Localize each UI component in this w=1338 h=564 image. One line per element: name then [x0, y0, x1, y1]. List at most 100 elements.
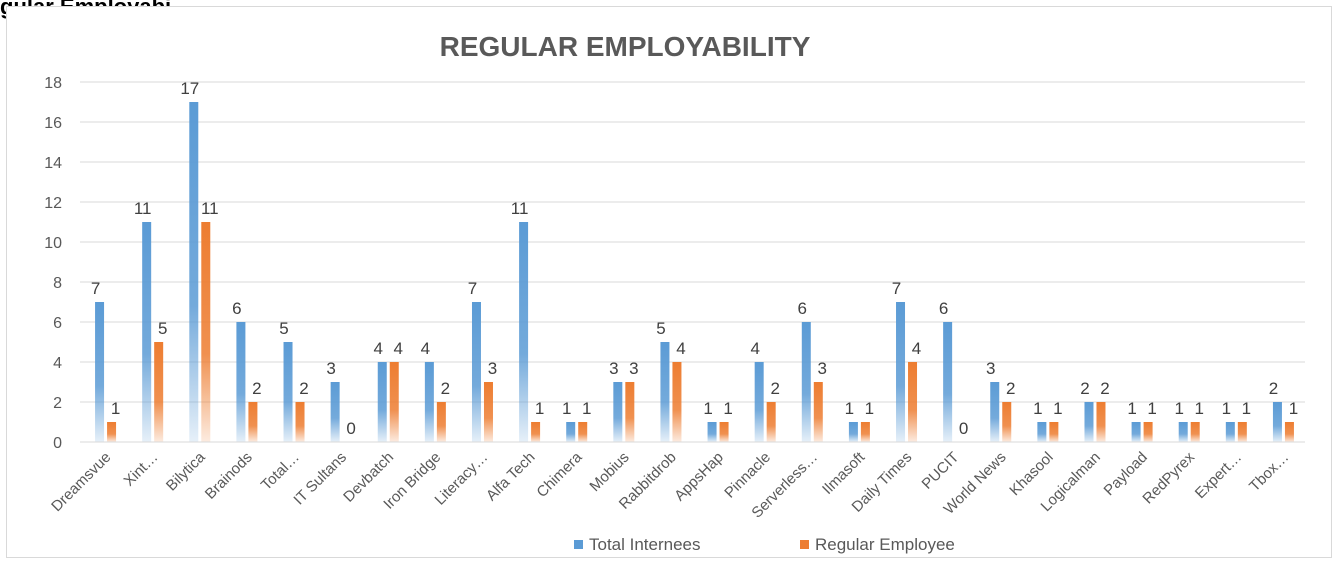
data-label: 1: [562, 399, 571, 418]
bar-regular-employee: [1190, 422, 1200, 442]
bar-regular-employee: [813, 382, 823, 442]
data-label: 1: [1147, 399, 1156, 418]
data-label: 7: [91, 279, 100, 298]
bar-regular-employee: [107, 422, 117, 442]
bar-total-internees: [801, 322, 811, 442]
bar-regular-employee: [766, 402, 776, 442]
data-label: 11: [511, 199, 529, 218]
data-label: 1: [723, 399, 732, 418]
data-label: 4: [421, 339, 430, 358]
bar-total-internees: [707, 422, 717, 442]
data-label: 0: [959, 419, 968, 438]
y-tick-label: 16: [44, 115, 62, 132]
bar-total-internees: [330, 382, 340, 442]
y-tick-label: 14: [44, 155, 62, 172]
data-label: 5: [656, 319, 665, 338]
chart-title: REGULAR EMPLOYABILITY: [440, 31, 811, 62]
bar-total-internees: [1037, 422, 1047, 442]
bar-total-internees: [519, 222, 529, 442]
data-label: 1: [535, 399, 544, 418]
data-label: 3: [986, 359, 995, 378]
data-label: 3: [609, 359, 618, 378]
bar-total-internees: [142, 222, 152, 442]
data-label: 2: [1269, 379, 1278, 398]
bar-total-internees: [613, 382, 623, 442]
legend-label: Total Internees: [589, 535, 701, 554]
bar-total-internees: [377, 362, 387, 442]
data-label: 1: [703, 399, 712, 418]
bar-regular-employee: [1096, 402, 1106, 442]
bar-total-internees: [990, 382, 1000, 442]
y-tick-label: 0: [53, 435, 62, 452]
data-label: 2: [1100, 379, 1109, 398]
bar-regular-employee: [860, 422, 870, 442]
data-label: 2: [770, 379, 779, 398]
data-label: 3: [488, 359, 497, 378]
bar-regular-employee: [201, 222, 211, 442]
data-label: 1: [1127, 399, 1136, 418]
x-tick-label: Tbox…: [1246, 449, 1292, 495]
data-label: 4: [750, 339, 759, 358]
bar-regular-employee: [1284, 422, 1294, 442]
data-label: 1: [1053, 399, 1062, 418]
data-label: 7: [892, 279, 901, 298]
data-label: 5: [158, 319, 167, 338]
x-tick-label: Brainods: [202, 449, 256, 503]
data-label: 11: [134, 199, 152, 218]
x-tick-label: Expert…: [1192, 449, 1245, 502]
y-tick-label: 2: [53, 395, 62, 412]
data-label: 6: [939, 299, 948, 318]
data-label: 2: [1080, 379, 1089, 398]
data-label: 1: [111, 399, 120, 418]
y-axis: 0 2 4 6 8 10 12 14 16 18: [44, 75, 62, 452]
data-label: 0: [346, 419, 355, 438]
bar-total-internees: [424, 362, 434, 442]
data-label: 2: [299, 379, 308, 398]
bar-regular-employee: [248, 402, 258, 442]
bar-total-internees: [1084, 402, 1094, 442]
bar-regular-employee: [908, 362, 918, 442]
bar-total-internees: [1225, 422, 1235, 442]
bar-regular-employee: [1002, 402, 1012, 442]
data-label: 7: [468, 279, 477, 298]
data-label: 3: [818, 359, 827, 378]
bar-regular-employee: [531, 422, 541, 442]
bar-regular-employee: [436, 402, 446, 442]
data-label: 2: [1006, 379, 1015, 398]
data-label: 6: [798, 299, 807, 318]
x-tick-label: RedPyrex: [1139, 448, 1198, 507]
bar-regular-employee: [719, 422, 729, 442]
data-label: 4: [394, 339, 403, 358]
y-tick-label: 8: [53, 275, 62, 292]
legend-label: Regular Employee: [815, 535, 955, 554]
x-tick-label: Alfa Tech: [483, 449, 538, 504]
bar-total-internees: [566, 422, 576, 442]
y-tick-label: 12: [44, 195, 62, 212]
data-label: 1: [1174, 399, 1183, 418]
data-label: 1: [582, 399, 591, 418]
bars: [95, 102, 1294, 442]
legend: Total Internees Regular Employee: [574, 535, 955, 554]
data-label: 1: [1194, 399, 1203, 418]
data-label: 3: [326, 359, 335, 378]
x-tick-label: Dreamsvue: [48, 449, 114, 515]
x-tick-label: Bilytica: [163, 448, 209, 494]
data-label: 2: [441, 379, 450, 398]
data-label: 4: [374, 339, 383, 358]
x-tick-label: Xint…: [121, 449, 162, 490]
data-label: 6: [232, 299, 241, 318]
bar-regular-employee: [1049, 422, 1059, 442]
data-label: 11: [201, 199, 219, 218]
bar-total-internees: [754, 362, 764, 442]
data-label: 1: [1242, 399, 1251, 418]
bar-total-internees: [236, 322, 246, 442]
x-tick-label: AppsHap: [671, 449, 727, 505]
data-label: 3: [629, 359, 638, 378]
data-label: 1: [865, 399, 874, 418]
data-label: 4: [912, 339, 921, 358]
data-label: 1: [1222, 399, 1231, 418]
y-tick-label: 6: [53, 315, 62, 332]
